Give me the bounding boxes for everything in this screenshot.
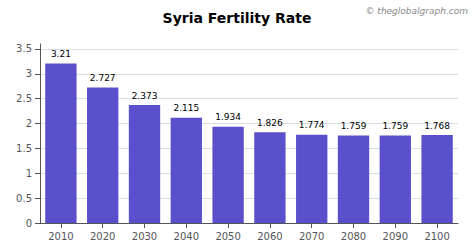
svg-text:2060: 2060 [257, 231, 282, 242]
svg-text:1.768: 1.768 [424, 121, 450, 131]
svg-text:1.826: 1.826 [257, 118, 283, 128]
svg-text:3.5: 3.5 [16, 43, 32, 54]
svg-text:2: 2 [26, 118, 32, 129]
svg-text:1.5: 1.5 [16, 143, 32, 154]
svg-text:2100: 2100 [424, 231, 449, 242]
svg-text:2080: 2080 [341, 231, 366, 242]
svg-text:1.759: 1.759 [341, 121, 367, 131]
svg-text:2040: 2040 [174, 231, 199, 242]
svg-text:1: 1 [26, 168, 32, 179]
svg-text:2020: 2020 [90, 231, 115, 242]
svg-text:2.373: 2.373 [132, 91, 158, 101]
svg-text:1.774: 1.774 [299, 120, 325, 130]
svg-text:2.115: 2.115 [173, 103, 199, 113]
svg-text:2050: 2050 [215, 231, 240, 242]
svg-text:1.934: 1.934 [215, 112, 241, 122]
svg-text:0.5: 0.5 [16, 193, 32, 204]
svg-text:© theglobalgraph.com: © theglobalgraph.com [365, 6, 468, 16]
svg-text:1.759: 1.759 [382, 121, 408, 131]
svg-text:0: 0 [26, 218, 32, 229]
svg-text:2030: 2030 [132, 231, 157, 242]
svg-text:2090: 2090 [383, 231, 408, 242]
svg-text:3.21: 3.21 [51, 49, 71, 59]
svg-text:3: 3 [26, 68, 32, 79]
svg-text:2010: 2010 [48, 231, 73, 242]
svg-text:2070: 2070 [299, 231, 324, 242]
svg-text:Syria Fertility Rate: Syria Fertility Rate [163, 10, 312, 26]
svg-text:2.5: 2.5 [16, 93, 32, 104]
svg-text:2.727: 2.727 [90, 73, 116, 83]
